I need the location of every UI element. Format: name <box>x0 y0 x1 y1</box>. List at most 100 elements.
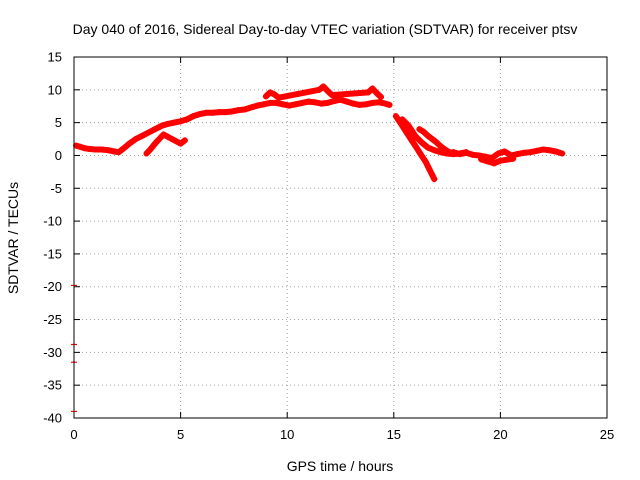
data-point <box>92 146 99 153</box>
data-point <box>318 100 325 107</box>
x-tick-label: 15 <box>387 427 401 442</box>
data-point <box>215 109 222 116</box>
data-point <box>365 89 372 96</box>
series-band <box>73 96 393 156</box>
y-axis-label: SDTVAR / TECUs <box>5 182 21 294</box>
data-point <box>369 85 376 92</box>
y-tick-label: 15 <box>48 50 62 65</box>
data-point <box>427 167 434 174</box>
data-point <box>275 94 282 101</box>
data-point <box>177 118 184 125</box>
data-point <box>405 132 412 139</box>
data-point <box>181 137 188 144</box>
x-tick-label: 25 <box>600 427 614 442</box>
data-point <box>324 88 331 95</box>
data-point <box>171 119 178 126</box>
data-point <box>254 102 261 109</box>
y-tick-label: -35 <box>43 378 62 393</box>
data-point <box>386 101 393 108</box>
data-point <box>484 158 491 165</box>
data-point <box>444 150 451 157</box>
data-point <box>431 147 438 154</box>
data-point <box>401 126 408 133</box>
data-point <box>228 108 235 115</box>
data-point <box>152 140 159 147</box>
data-point <box>350 100 357 107</box>
y-tick-label: -30 <box>43 345 62 360</box>
data-point <box>375 99 382 106</box>
data-point <box>437 143 444 150</box>
data-point <box>156 136 163 143</box>
data-point <box>540 146 547 153</box>
series-ptsv-upper-arcs <box>262 83 385 101</box>
tick-labels: 0 5 10 15 20 25 15 10 5 0 -5 -10 -15 -20 -25 -30 -35 -40 <box>43 50 614 443</box>
x-tick-label: 5 <box>177 427 184 442</box>
data-point <box>337 96 344 103</box>
data-point <box>378 94 385 101</box>
data-point <box>247 104 254 111</box>
data-point <box>450 149 457 156</box>
data-point <box>418 152 425 159</box>
x-tick-label: 0 <box>70 427 77 442</box>
data-point <box>152 126 159 133</box>
data-point <box>331 97 338 104</box>
data-point <box>405 122 412 129</box>
data-point <box>399 116 406 123</box>
data-point <box>77 143 84 150</box>
series-ptsv-drop-1 <box>392 113 438 183</box>
data-point <box>559 150 566 157</box>
data-point <box>343 98 350 105</box>
data-point <box>424 132 431 139</box>
data-point <box>132 136 139 143</box>
data-point <box>190 113 197 120</box>
data-point <box>279 101 286 108</box>
data-point <box>552 148 559 155</box>
data-point <box>409 139 416 146</box>
data-point <box>105 147 112 154</box>
data-point <box>235 107 242 114</box>
data-point <box>520 149 527 156</box>
data-point <box>501 148 508 155</box>
data-point <box>463 149 470 156</box>
data-point <box>147 145 154 152</box>
y-tick-label: -20 <box>43 279 62 294</box>
data-point <box>412 132 419 139</box>
data-point <box>145 129 152 136</box>
series-ptsv-tail <box>444 146 566 162</box>
data-point <box>324 99 331 106</box>
data-point <box>533 147 540 154</box>
data-point <box>469 151 476 158</box>
data-point <box>328 92 335 99</box>
series-ptsv-lower-arcs <box>143 131 188 157</box>
data-point <box>369 99 376 106</box>
data-point <box>527 149 534 156</box>
data-point <box>164 120 171 127</box>
data-point <box>286 102 293 109</box>
data-point <box>456 151 463 158</box>
data-point <box>271 91 278 98</box>
data-point <box>139 132 146 139</box>
data-point <box>433 139 440 146</box>
data-point <box>420 128 427 135</box>
data-point <box>356 101 363 108</box>
y-tick-label: -15 <box>43 246 62 261</box>
x-tick-label: 20 <box>493 427 507 442</box>
x-tick-label: 10 <box>280 427 294 442</box>
data-point <box>510 155 517 162</box>
data-point <box>382 100 389 107</box>
data-point <box>414 145 421 152</box>
data-layer <box>71 83 566 414</box>
data-point <box>262 93 269 100</box>
data-point <box>416 126 423 133</box>
data-point <box>299 99 306 106</box>
data-point <box>115 149 122 156</box>
data-point <box>241 106 248 113</box>
data-point <box>431 176 438 183</box>
data-point <box>273 99 280 106</box>
data-point <box>292 101 299 108</box>
y-tick-label: -5 <box>50 181 62 196</box>
data-point <box>222 109 229 116</box>
data-point <box>437 149 444 156</box>
series-band <box>392 113 438 183</box>
